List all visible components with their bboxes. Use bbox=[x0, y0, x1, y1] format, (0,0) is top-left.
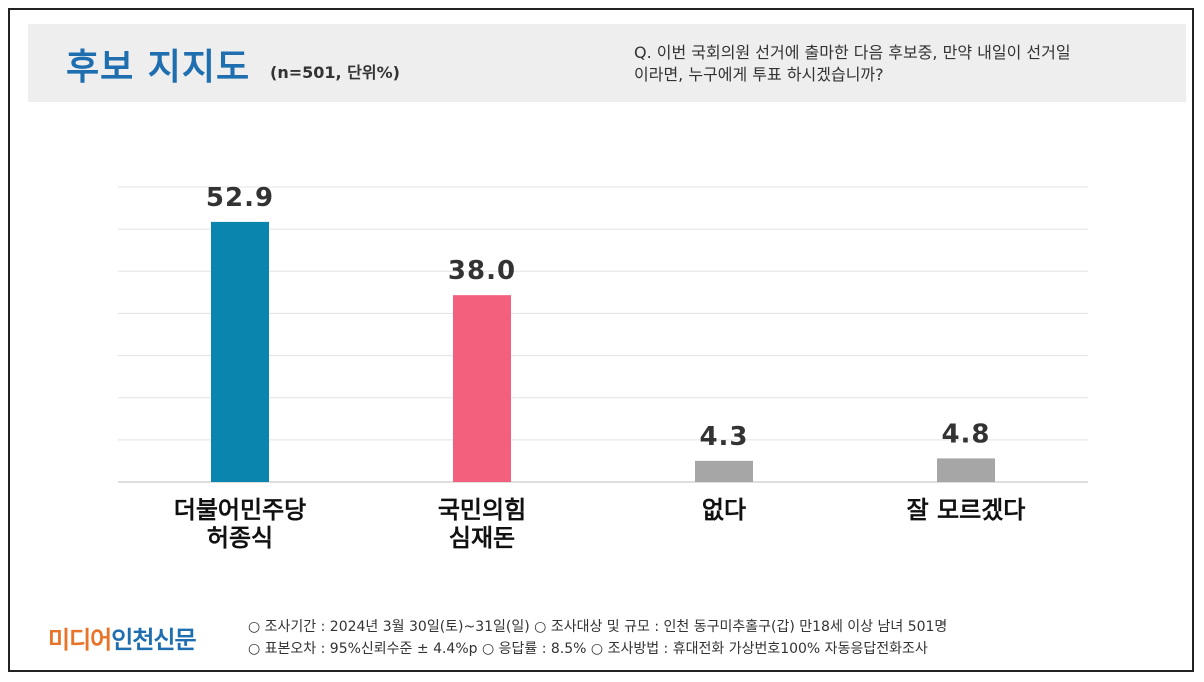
category-label: 없다 bbox=[702, 496, 746, 524]
category-label: 더불어민주당 bbox=[174, 496, 306, 524]
chart-frame bbox=[8, 8, 1194, 672]
category-label: 잘 모르겠다 bbox=[907, 496, 1026, 524]
bar-value-label: 52.9 bbox=[206, 183, 274, 213]
bar bbox=[937, 458, 995, 482]
category-label: 허종식 bbox=[207, 524, 273, 552]
bar bbox=[453, 295, 511, 482]
category-label: 심재돈 bbox=[449, 524, 515, 552]
logo-part-2: 인천신문 bbox=[111, 626, 196, 654]
bar bbox=[211, 221, 269, 483]
survey-note-line-2: ○ 표본오차 : 95%신뢰수준 ± 4.4%p ○ 응답률 : 8.5% ○ … bbox=[248, 641, 928, 657]
question-line-1: Q. 이번 국회의원 선거에 출마한 다음 후보중, 만약 내일이 선거일 bbox=[634, 43, 1071, 62]
survey-note-line-1: ○ 조사기간 : 2024년 3월 30일(토)~31일(일) ○ 조사대상 및… bbox=[248, 619, 948, 635]
bar bbox=[695, 460, 753, 482]
chart-subtitle: (n=501, 단위%) bbox=[270, 63, 400, 82]
chart-title: 후보 지지도 bbox=[66, 47, 251, 88]
header-band bbox=[28, 24, 1186, 102]
question-line-2: 이라면, 누구에게 투표 하시겠습니까? bbox=[634, 65, 884, 84]
bar-value-label: 4.8 bbox=[941, 419, 990, 449]
logo-part-1: 미디어 bbox=[48, 626, 112, 654]
bar-value-label: 38.0 bbox=[448, 256, 516, 286]
media-logo: 미디어인천신문 bbox=[48, 620, 197, 655]
bar-value-label: 4.3 bbox=[699, 422, 748, 452]
category-label: 국민의힘 bbox=[438, 496, 526, 524]
survey-notes: ○ 조사기간 : 2024년 3월 30일(토)~31일(일) ○ 조사대상 및… bbox=[248, 616, 947, 660]
survey-question: Q. 이번 국회의원 선거에 출마한 다음 후보중, 만약 내일이 선거일 이라… bbox=[634, 42, 1174, 86]
